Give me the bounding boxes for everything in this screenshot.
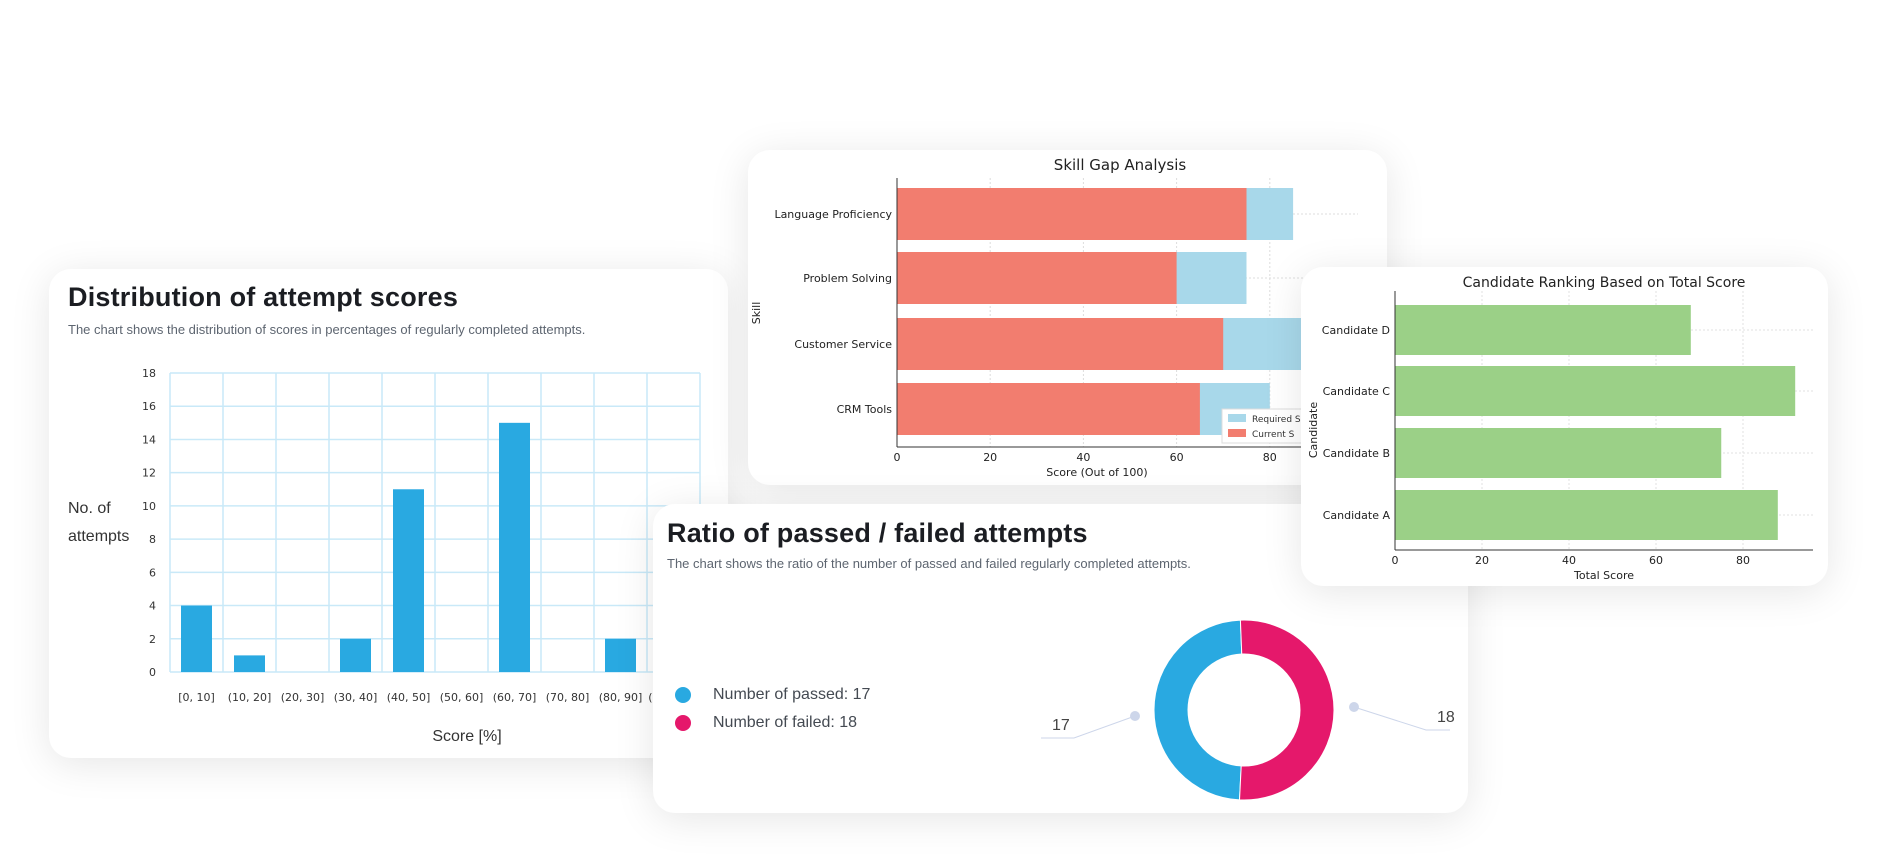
x-tick-label: (40, 50] (387, 691, 431, 704)
legend-label: Required S (1252, 415, 1301, 425)
distribution-chart: 0 2 4 6 8 10 12 14 16 18 [0, 10] (10, 20] (20, 30] (3… (68, 367, 701, 745)
skill-gap-card: Language Proficiency Problem Solving Custo… (748, 150, 1387, 485)
y-tick-label: Problem Solving (803, 272, 892, 285)
bar-current (897, 252, 1177, 304)
data-label-failed: 18 (1437, 709, 1455, 726)
bar-current (897, 318, 1224, 370)
distribution-subtitle: The chart shows the distribution of scor… (68, 322, 586, 337)
data-label-passed: 17 (1052, 717, 1070, 734)
legend-failed: Number of failed: 18 (675, 714, 857, 732)
failed-dot-icon (675, 715, 691, 731)
leader-line (1041, 715, 1136, 739)
x-tick-label: (60, 70] (493, 691, 537, 704)
bar (181, 605, 212, 672)
x-tick-label: (10, 20] (228, 691, 272, 704)
bar (605, 638, 636, 672)
bar (1395, 366, 1796, 416)
bar (340, 638, 371, 672)
y-tick-label: Candidate D (1322, 324, 1390, 337)
y-tick-label: 12 (142, 467, 156, 480)
passed-dot-icon (675, 687, 691, 703)
legend-failed-label: Number of failed: 18 (713, 714, 858, 731)
x-axis-label: Score (Out of 100) (1046, 466, 1147, 479)
y-tick-label: 6 (149, 566, 156, 579)
distribution-card: Distribution of attempt scores The chart… (49, 269, 728, 758)
y-tick-label: 8 (149, 533, 156, 546)
ratio-donut-chart: 17 18 (1041, 619, 1455, 801)
y-tick-label: Candidate A (1323, 509, 1391, 522)
leader-line (1353, 706, 1450, 731)
x-axis-label: Total Score (1573, 569, 1634, 582)
bar (234, 655, 265, 672)
y-tick-label: 10 (142, 500, 156, 513)
x-tick-label: 60 (1170, 451, 1184, 464)
y-tick-label: 16 (142, 400, 156, 413)
y-tick-label: Candidate B (1323, 447, 1390, 460)
x-tick-label: 60 (1649, 554, 1663, 567)
bar (1395, 428, 1722, 478)
ratio-subtitle: The chart shows the ratio of the number … (667, 556, 1191, 571)
y-tick-label: 14 (142, 433, 156, 446)
y-tick-label: Language Proficiency (774, 208, 892, 221)
slice-failed (1238, 619, 1335, 801)
x-tick-label: (20, 30] (281, 691, 325, 704)
y-axis-label: Skill (750, 302, 763, 325)
x-tick-label: (70, 80] (546, 691, 590, 704)
y-tick-label: 4 (149, 600, 156, 613)
x-tick-label: 40 (1562, 554, 1576, 567)
bar (1395, 305, 1691, 355)
x-tick-label: (30, 40] (334, 691, 378, 704)
legend-swatch-current (1228, 429, 1246, 437)
y-tick-label: CRM Tools (837, 403, 893, 416)
x-tick-label: 20 (1475, 554, 1489, 567)
x-axis-label: Score [%] (432, 728, 501, 745)
y-axis-label: attempts (68, 528, 129, 545)
slice-passed (1153, 619, 1243, 801)
x-tick-label: (50, 60] (440, 691, 484, 704)
distribution-title: Distribution of attempt scores (68, 282, 459, 312)
y-axis-label: Candidate (1307, 402, 1320, 458)
x-tick-label: [0, 10] (178, 691, 215, 704)
skill-gap-chart: Language Proficiency Problem Solving Custo… (750, 156, 1368, 479)
y-tick-label: 0 (149, 666, 156, 679)
ranking-card: Candidate D Candidate C Candidate B Candida… (1301, 267, 1828, 586)
x-tick-label: 80 (1736, 554, 1750, 567)
x-tick-label: 0 (1392, 554, 1399, 567)
legend-passed: Number of passed: 17 (675, 686, 870, 704)
x-tick-label: 20 (983, 451, 997, 464)
y-tick-label: 2 (149, 633, 156, 646)
x-tick-label: 80 (1263, 451, 1277, 464)
legend-swatch-required (1228, 414, 1246, 422)
x-tick-label: (80, 90] (599, 691, 643, 704)
x-tick-label: 40 (1076, 451, 1090, 464)
y-tick-label: Candidate C (1323, 385, 1391, 398)
ratio-title: Ratio of passed / failed attempts (667, 518, 1088, 548)
chart-title: Skill Gap Analysis (1054, 156, 1187, 174)
bar-current (897, 383, 1200, 435)
y-axis-label: No. of (68, 500, 111, 517)
chart-title: Candidate Ranking Based on Total Score (1463, 275, 1746, 291)
y-tick-label: Customer Service (794, 338, 892, 351)
bar (499, 422, 530, 672)
bar (1395, 490, 1778, 540)
x-tick-label: 0 (894, 451, 901, 464)
y-tick-label: 18 (142, 367, 156, 380)
bar (393, 489, 424, 672)
bar-current (897, 188, 1247, 240)
legend-label: Current S (1252, 430, 1295, 440)
legend-passed-label: Number of passed: 17 (713, 686, 871, 703)
